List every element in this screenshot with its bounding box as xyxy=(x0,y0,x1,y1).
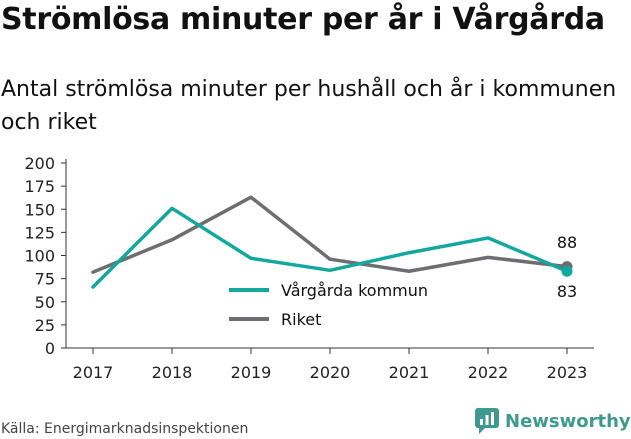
y-tick-label: 150 xyxy=(24,200,55,219)
y-tick-label: 200 xyxy=(24,154,55,173)
y-tick-label: 125 xyxy=(24,223,55,242)
newsworthy-logo-icon xyxy=(475,408,499,434)
legend-label-1: Riket xyxy=(281,310,321,329)
brand-name: Newsworthy xyxy=(505,410,631,432)
line-chart: 0 25 50 75 100 125 150 175 200 2017 2018 2019 2020 20… xyxy=(24,154,594,382)
series-line-0 xyxy=(91,206,569,289)
series-line-1 xyxy=(91,195,569,274)
chart-axes: 0 25 50 75 100 125 150 175 200 2017 2018 2019 2020 20… xyxy=(24,154,594,382)
series-end-point-0 xyxy=(561,265,573,277)
y-tick-label: 100 xyxy=(24,247,55,266)
y-tick-label: 50 xyxy=(35,293,55,312)
legend-label-0: Vårgårda kommun xyxy=(281,281,428,300)
legend-background xyxy=(221,276,458,324)
x-tick-label: 2017 xyxy=(73,363,114,382)
end-label-riket: 88 xyxy=(557,233,577,252)
y-tick-label: 0 xyxy=(45,339,55,358)
x-tick-label: 2018 xyxy=(152,363,193,382)
x-tick-label: 2019 xyxy=(231,363,272,382)
y-tick-label: 75 xyxy=(35,270,55,289)
x-tick-label: 2022 xyxy=(468,363,509,382)
y-tick-label: 175 xyxy=(24,177,55,196)
chart-subtitle: Antal strömlösa minuter per hushåll och … xyxy=(1,77,617,135)
x-tick-label: 2021 xyxy=(389,363,430,382)
chart-end-labels: 88 83 xyxy=(557,233,577,301)
chart-legend: Vårgårda kommun Riket xyxy=(221,276,458,329)
x-tick-label: 2023 xyxy=(547,363,588,382)
chart-title: Strömlösa minuter per år i Vårgårda xyxy=(1,2,605,37)
source-credit: Källa: Energimarknadsinspektionen xyxy=(1,421,249,437)
brand-logo[interactable]: Newsworthy xyxy=(475,408,631,434)
chart-lines xyxy=(91,195,573,289)
end-label-vargarda: 83 xyxy=(557,282,577,301)
x-tick-label: 2020 xyxy=(310,363,351,382)
y-tick-label: 25 xyxy=(35,316,55,335)
